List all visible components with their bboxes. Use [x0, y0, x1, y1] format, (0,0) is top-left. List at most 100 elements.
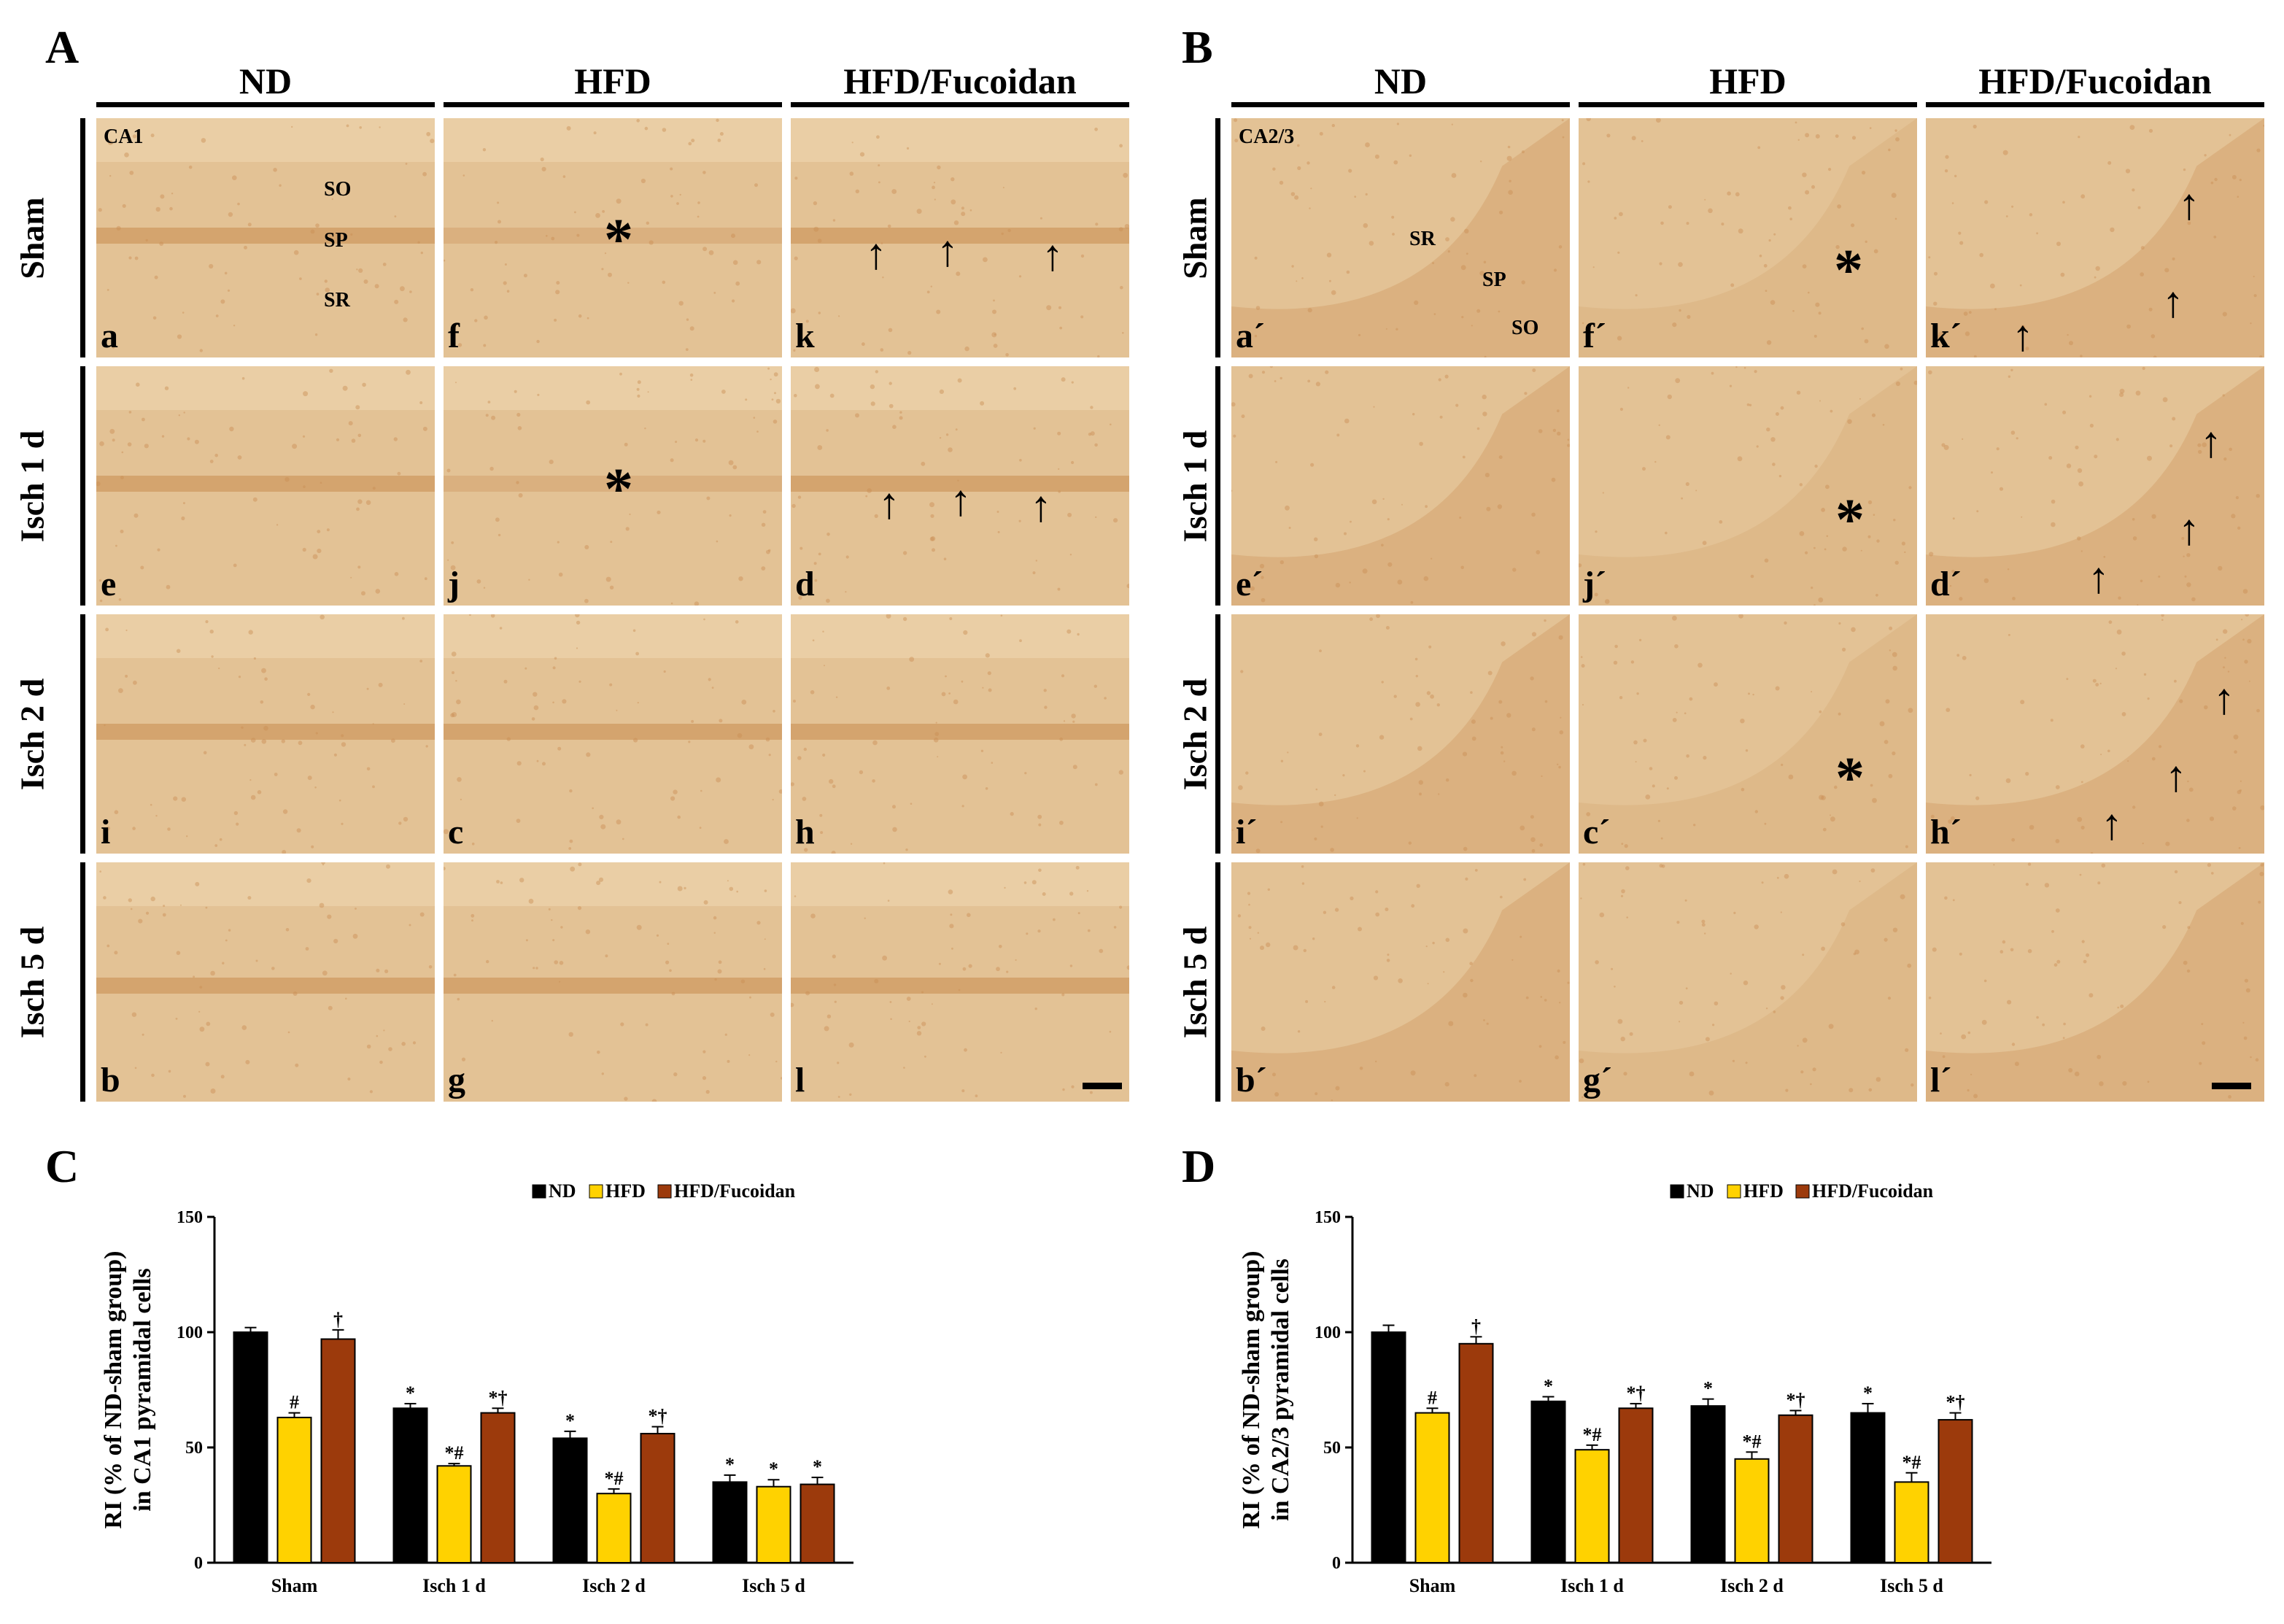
- tile-label-a-1: a: [101, 317, 118, 355]
- panel-letter-d: D: [1182, 1140, 1216, 1192]
- chart-d-ytick-label-0: 0: [1332, 1554, 1341, 1573]
- chart-d-legend-label-1: HFD: [1743, 1180, 1784, 1202]
- chart-d-sig-label-1-0: *: [1544, 1375, 1553, 1396]
- chart-d-legend-label-2: HFD/Fucoidan: [1812, 1180, 1934, 1202]
- chart-d-legend-label-0: ND: [1687, 1180, 1714, 1202]
- micrograph-b-5: j´: [1579, 366, 1917, 606]
- panel-b-row-bar-isch1: [1215, 366, 1220, 606]
- panel-a-row-bar-isch2: [80, 614, 85, 854]
- micrograph-b-6: d´: [1926, 366, 2264, 606]
- panel-a-row-label-isch1: Isch 1 d: [13, 430, 51, 543]
- micrograph-a-1: a: [96, 118, 435, 357]
- micrograph-a-9: h: [791, 614, 1129, 854]
- asterisk-mark-g-prime: *: [1835, 746, 1865, 811]
- micrograph-a-4: e: [96, 366, 435, 606]
- chart-d-xtick-label-1: Isch 1 d: [1560, 1575, 1624, 1596]
- chart-c-bar-1-1: [436, 1465, 472, 1563]
- arrow-icon-k-prime-1: ↑: [2213, 675, 2235, 723]
- chart-d-bar-3-0: [1850, 1412, 1886, 1563]
- panel-a-col-nd: ND: [239, 61, 293, 101]
- chart-d-ylabel-line-1: in CA2/3 pyramidal cells: [1267, 1258, 1294, 1521]
- chart-c-bar-2-2: [640, 1433, 675, 1564]
- chart-c-legend-label-0: ND: [549, 1180, 576, 1202]
- micrograph-b-1: a´: [1231, 118, 1570, 357]
- panel-b-col-rule-hfd: [1579, 102, 1917, 107]
- chart-c-bar-1-0: [392, 1407, 428, 1563]
- tile-label-a-8: c: [448, 813, 464, 851]
- chart-d-legend-swatch-0: [1670, 1184, 1684, 1199]
- chart-c-bar-3-0: [712, 1481, 748, 1563]
- chart-d-sig-label-3-1: *#: [1902, 1452, 1921, 1473]
- tile-label-b-11: g´: [1583, 1061, 1612, 1099]
- tile-label-a-9: h: [795, 813, 815, 851]
- chart-d-legend-swatch-2: [1795, 1184, 1810, 1199]
- micrograph-b-3: k´: [1926, 118, 2264, 357]
- arrow-icon-j-prime-2: ↑: [2178, 506, 2200, 554]
- panel-b-layer-sp: SP: [1482, 268, 1506, 291]
- chart-c-ytick-label-2: 100: [177, 1323, 203, 1342]
- chart-c-ylabel-line-0: RI (% of ND-sham group): [100, 1251, 127, 1529]
- panel-a-row-label-isch2: Isch 2 d: [13, 678, 51, 791]
- chart-c-bar-0-0: [233, 1331, 268, 1563]
- panel-letter-c: C: [45, 1140, 80, 1192]
- chart-d-sig-label-0-2: †: [1471, 1315, 1481, 1337]
- chart-d-bar-0-1: [1414, 1412, 1450, 1563]
- chart-c-sig-label-0-1: #: [290, 1392, 299, 1413]
- micrograph-a-7: i: [96, 614, 435, 854]
- panel-a-col-rule-hfd: [444, 102, 782, 107]
- chart-d-ytick-label-2: 100: [1315, 1323, 1341, 1342]
- panel-a-row-bar-isch1: [80, 366, 85, 606]
- panel-letter-a: A: [45, 21, 80, 73]
- tile-label-b-6: d´: [1930, 565, 1962, 603]
- panel-b-layer-sr: SR: [1409, 228, 1436, 250]
- chart-d-bar-0-2: [1458, 1342, 1494, 1563]
- chart-d-bar-2-2: [1778, 1414, 1813, 1564]
- micrograph-a-5: j: [444, 366, 782, 606]
- tile-label-a-2: f: [448, 317, 460, 355]
- arrow-icon-i-prime-2: ↑: [2162, 278, 2184, 326]
- panel-letter-b: B: [1182, 21, 1213, 73]
- panel-b-col-hfd: HFD: [1709, 61, 1786, 101]
- panel-b-row-bar-sham: [1215, 118, 1220, 357]
- tile-label-b-3: k´: [1930, 317, 1962, 355]
- chart-d-bar-1-0: [1530, 1400, 1566, 1563]
- scale-bar-b: [2212, 1083, 2251, 1089]
- chart-d-bar-3-1: [1894, 1481, 1929, 1563]
- chart-c-ytick-label-3: 150: [177, 1208, 203, 1227]
- panel-a-layer-sr: SR: [324, 289, 350, 312]
- chart-d-bar-1-1: [1574, 1449, 1610, 1563]
- micrograph-a-2: f: [444, 118, 782, 357]
- chart-d-xtick-label-0: Sham: [1409, 1575, 1456, 1596]
- chart-d-sig-label-3-2: *†: [1946, 1392, 1965, 1413]
- panel-a-col-rule-fucoidan: [791, 102, 1129, 107]
- panel-b-col-rule-nd: [1231, 102, 1570, 107]
- panel-a-region-label: CA1: [104, 125, 144, 148]
- panel-a-row-label-isch5: Isch 5 d: [13, 926, 51, 1039]
- micrograph-a-6: d: [791, 366, 1129, 606]
- chart-d: ND HFD HFD/Fucoidan 0 50 100 150 RI (% of ND-sh…: [1238, 1180, 1991, 1596]
- chart-c-xtick-label-1: Isch 1 d: [422, 1575, 486, 1596]
- arrow-icon-i-1: ↑: [865, 230, 887, 278]
- tile-label-b-1: a´: [1236, 317, 1265, 355]
- chart-c-bar-2-1: [596, 1493, 632, 1564]
- tile-label-a-7: i: [101, 813, 111, 851]
- chart-c-sig-label-1-0: *: [406, 1383, 415, 1404]
- arrow-icon-j-prime-1: ↑: [2200, 418, 2222, 466]
- chart-c-xtick-label-2: Isch 2 d: [582, 1575, 646, 1596]
- tile-label-b-2: f´: [1583, 317, 1606, 355]
- tile-label-b-7: i´: [1236, 813, 1258, 851]
- chart-d-bar-0-0: [1371, 1331, 1406, 1563]
- panel-b-col-nd: ND: [1374, 61, 1428, 101]
- chart-d-sig-label-2-0: *: [1703, 1378, 1713, 1399]
- tile-label-b-4: e´: [1236, 565, 1263, 603]
- arrow-icon-i-3: ↑: [1042, 231, 1064, 279]
- panel-a-layer-sp: SP: [324, 229, 348, 252]
- tile-label-b-5: j´: [1583, 565, 1606, 603]
- micrograph-b-8: c´: [1579, 614, 1917, 854]
- chart-d-ytick-label-1: 50: [1323, 1439, 1341, 1458]
- chart-c-bar-1-2: [480, 1412, 516, 1563]
- chart-d-bar-2-0: [1690, 1405, 1726, 1563]
- arrow-icon-j-1: ↑: [878, 479, 900, 527]
- arrow-icon-j-3: ↑: [1030, 482, 1052, 530]
- chart-c-sig-label-3-1: *: [769, 1458, 778, 1480]
